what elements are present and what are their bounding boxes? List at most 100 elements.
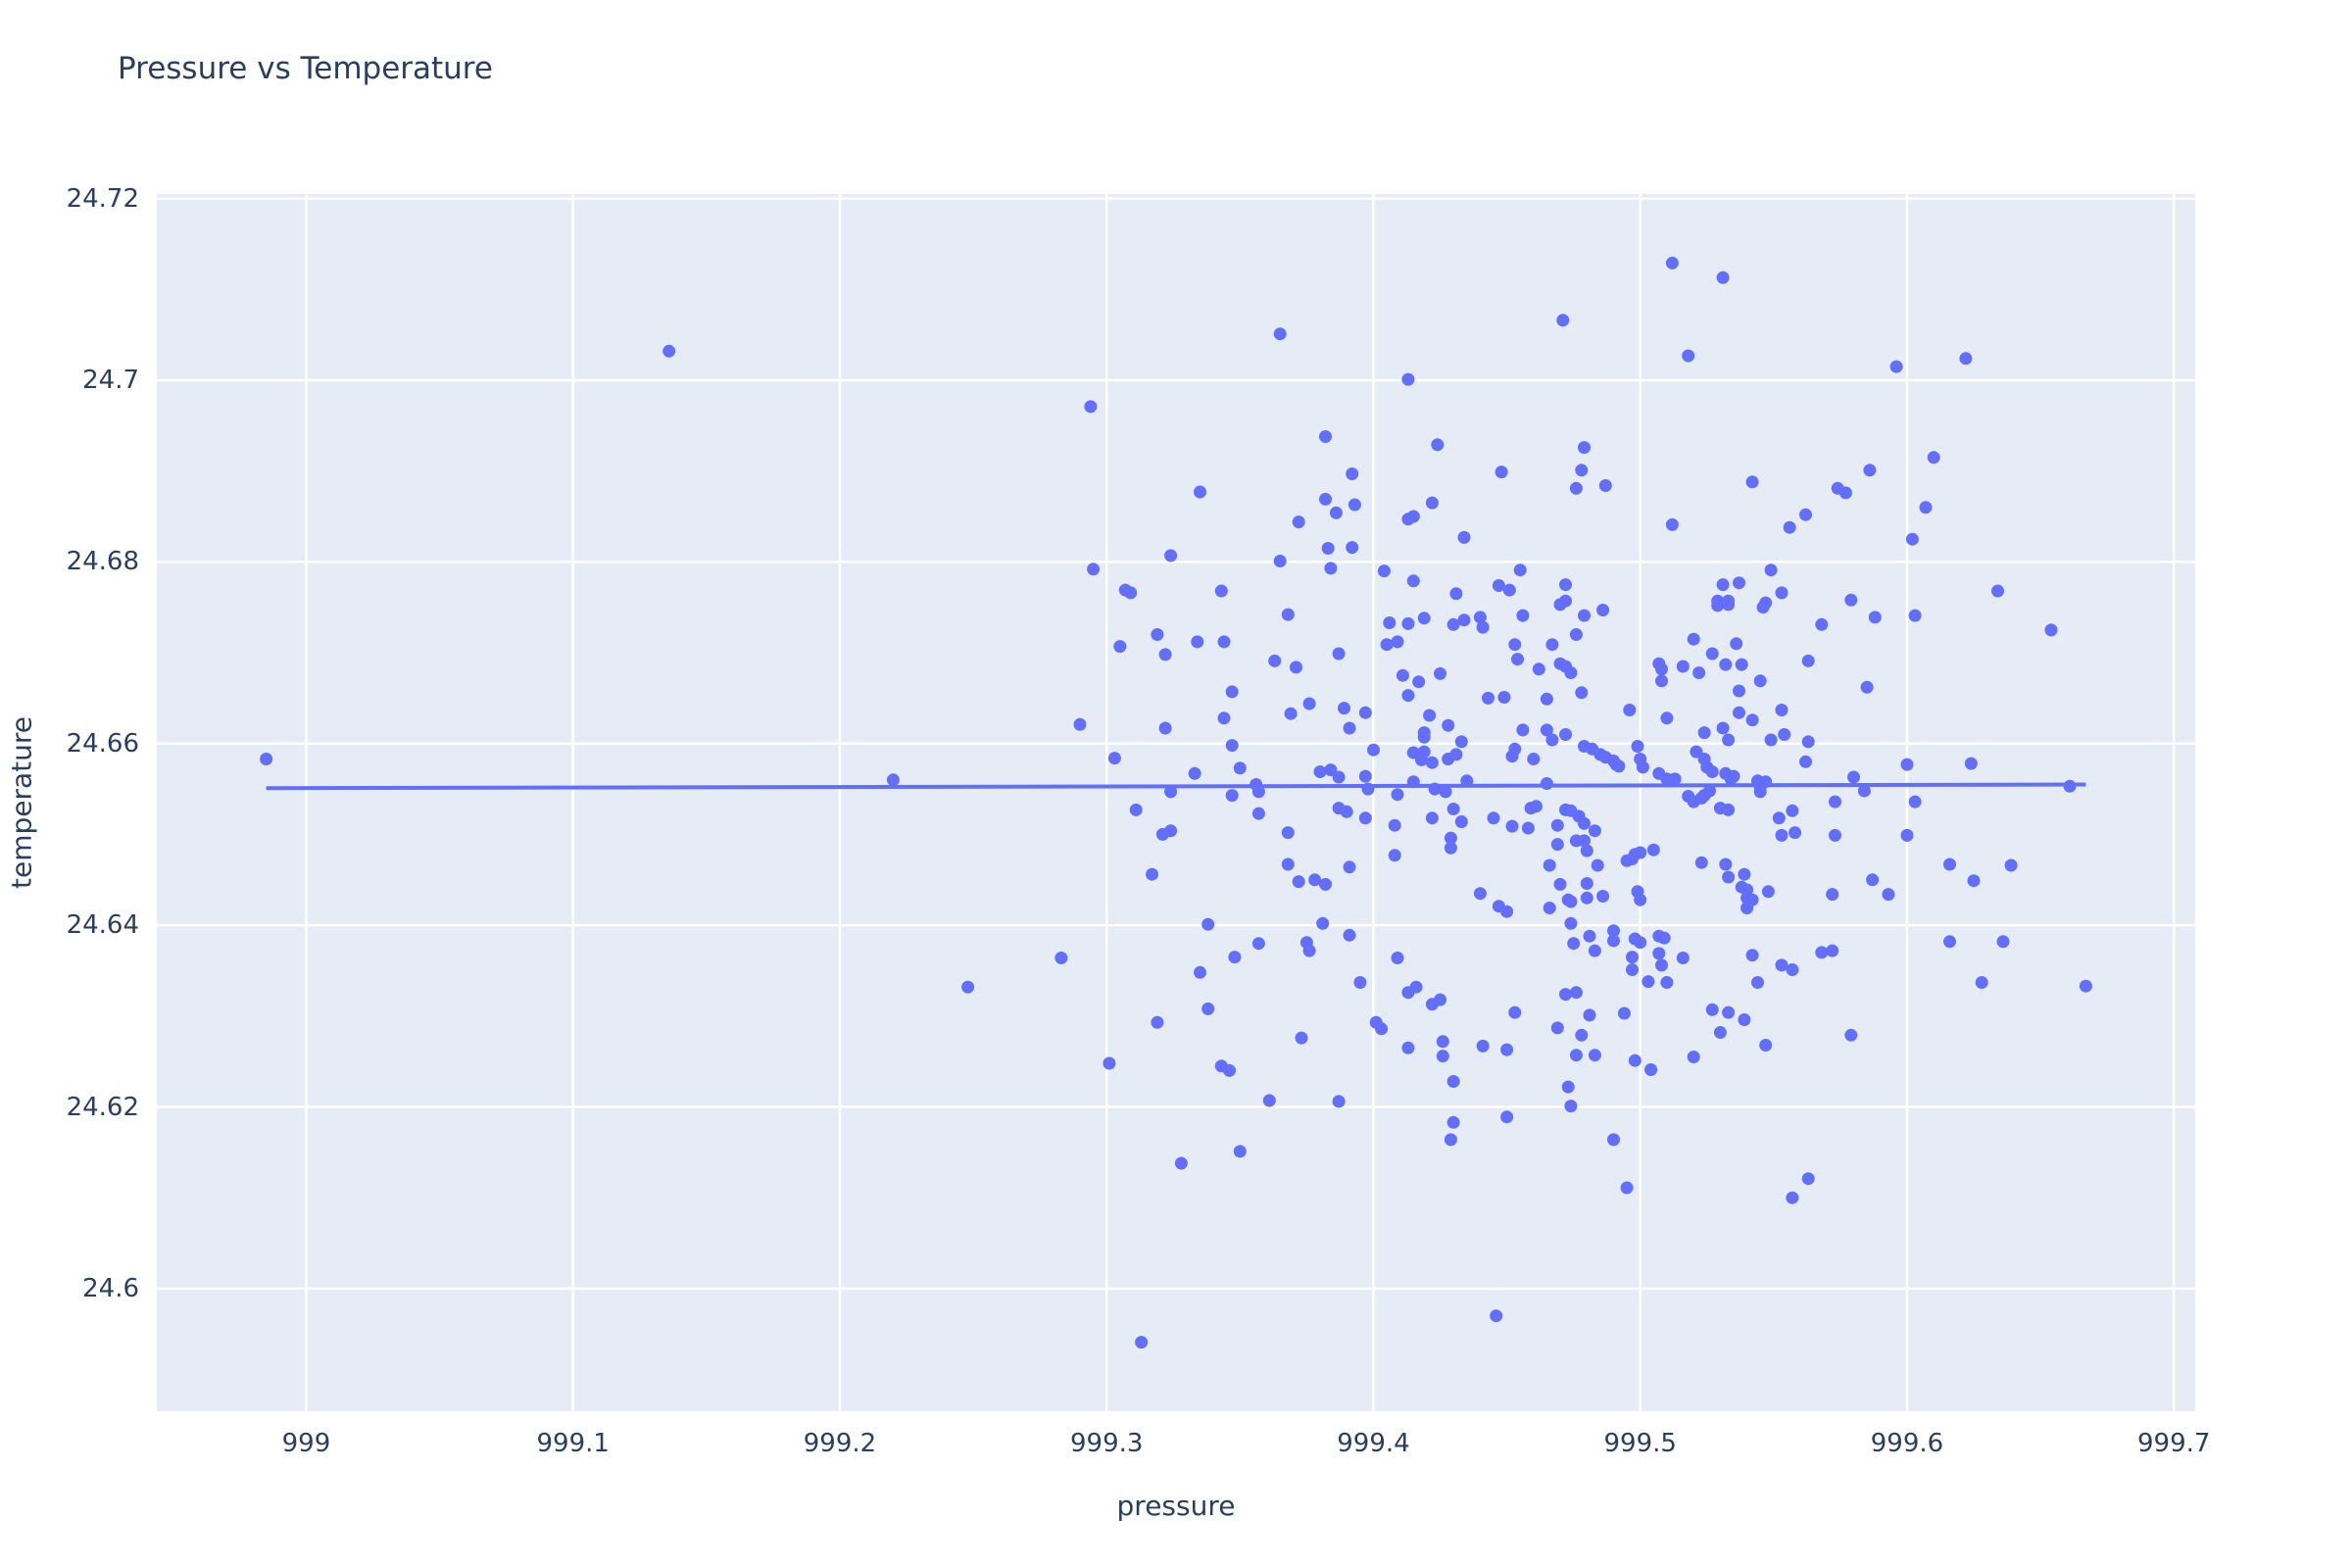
scatter-point[interactable] — [1682, 349, 1695, 363]
scatter-point[interactable] — [1636, 760, 1649, 774]
scatter-point[interactable] — [1151, 1015, 1164, 1029]
scatter-point[interactable] — [1655, 662, 1668, 676]
scatter-point[interactable] — [1482, 691, 1494, 705]
scatter-point[interactable] — [1919, 501, 1933, 514]
scatter-point[interactable] — [1716, 721, 1730, 735]
scatter-point[interactable] — [1340, 805, 1353, 818]
scatter-point[interactable] — [1588, 1049, 1601, 1062]
scatter-point[interactable] — [1588, 824, 1601, 838]
scatter-point[interactable] — [1194, 965, 1206, 979]
scatter-point[interactable] — [1799, 508, 1812, 521]
scatter-point[interactable] — [1292, 515, 1305, 529]
scatter-point[interactable] — [1530, 800, 1543, 813]
scatter-point[interactable] — [1722, 598, 1736, 612]
scatter-point[interactable] — [1532, 662, 1545, 676]
scatter-point[interactable] — [1564, 1100, 1578, 1113]
scatter-point[interactable] — [1733, 684, 1745, 698]
scatter-point[interactable] — [1676, 660, 1690, 673]
scatter-point[interactable] — [1457, 530, 1471, 544]
scatter-point[interactable] — [1129, 803, 1143, 816]
scatter-point[interactable] — [1553, 877, 1567, 891]
scatter-point[interactable] — [1569, 986, 1583, 1000]
scatter-point[interactable] — [1829, 828, 1841, 842]
scatter-point[interactable] — [1826, 888, 1839, 902]
scatter-point[interactable] — [1233, 761, 1247, 775]
scatter-point[interactable] — [1634, 893, 1647, 906]
scatter-point[interactable] — [1540, 692, 1553, 706]
scatter-point[interactable] — [1705, 647, 1719, 661]
scatter-point[interactable] — [1233, 1145, 1247, 1158]
scatter-point[interactable] — [1665, 256, 1679, 270]
scatter-point[interactable] — [1521, 821, 1535, 835]
scatter-point[interactable] — [1569, 481, 1583, 495]
scatter-point[interactable] — [1332, 647, 1346, 661]
scatter-point[interactable] — [1457, 613, 1471, 627]
scatter-point[interactable] — [1655, 674, 1668, 688]
scatter-point[interactable] — [1575, 686, 1589, 700]
scatter-point[interactable] — [1348, 498, 1361, 512]
scatter-point[interactable] — [1425, 811, 1439, 825]
scatter-point[interactable] — [1527, 753, 1541, 765]
scatter-point[interactable] — [1251, 937, 1265, 951]
scatter-point[interactable] — [1290, 661, 1302, 674]
scatter-point[interactable] — [1225, 739, 1239, 753]
scatter-point[interactable] — [1284, 707, 1298, 720]
scatter-point[interactable] — [1866, 873, 1880, 887]
scatter-point[interactable] — [1786, 804, 1799, 817]
scatter-point[interactable] — [1302, 697, 1316, 710]
scatter-point[interactable] — [1073, 717, 1087, 731]
scatter-point[interactable] — [1578, 441, 1591, 455]
scatter-point[interactable] — [1733, 706, 1745, 719]
scatter-point[interactable] — [1174, 1156, 1188, 1170]
scatter-point[interactable] — [1900, 758, 1914, 771]
scatter-point[interactable] — [1626, 963, 1639, 976]
scatter-point[interactable] — [1439, 785, 1452, 799]
scatter-point[interactable] — [1164, 549, 1178, 563]
scatter-point[interactable] — [1319, 492, 1332, 506]
scatter-point[interactable] — [1425, 496, 1439, 510]
scatter-point[interactable] — [1863, 464, 1877, 477]
scatter-point[interactable] — [1583, 1008, 1596, 1022]
scatter-point[interactable] — [1500, 1110, 1514, 1124]
scatter-point[interactable] — [1417, 730, 1431, 744]
scatter-point[interactable] — [1158, 648, 1172, 662]
scatter-point[interactable] — [1358, 769, 1372, 783]
scatter-point[interactable] — [1612, 760, 1626, 773]
scatter-point[interactable] — [260, 753, 273, 765]
scatter-point[interactable] — [1657, 931, 1671, 945]
scatter-point[interactable] — [1505, 819, 1519, 833]
scatter-point[interactable] — [1644, 1063, 1658, 1076]
scatter-point[interactable] — [1436, 1035, 1449, 1049]
scatter-point[interactable] — [1857, 784, 1871, 798]
scatter-point[interactable] — [1716, 578, 1730, 592]
scatter-point[interactable] — [1415, 753, 1428, 766]
scatter-point[interactable] — [1319, 877, 1332, 891]
scatter-point[interactable] — [1191, 635, 1204, 649]
scatter-point[interactable] — [1295, 1031, 1308, 1045]
scatter-point[interactable] — [1727, 769, 1740, 783]
scatter-point[interactable] — [1775, 704, 1788, 716]
scatter-point[interactable] — [1788, 826, 1802, 840]
scatter-point[interactable] — [1146, 867, 1158, 881]
scatter-point[interactable] — [1508, 1005, 1522, 1019]
scatter-point[interactable] — [1446, 617, 1460, 631]
scatter-point[interactable] — [1705, 1003, 1719, 1016]
scatter-point[interactable] — [1308, 873, 1322, 887]
scatter-point[interactable] — [1740, 902, 1754, 914]
scatter-point[interactable] — [1719, 858, 1733, 871]
scatter-point[interactable] — [1801, 654, 1815, 667]
scatter-point[interactable] — [1500, 905, 1514, 918]
scatter-point[interactable] — [1135, 1336, 1149, 1349]
trendline[interactable] — [266, 782, 2086, 791]
scatter-point[interactable] — [1665, 517, 1679, 531]
scatter-point[interactable] — [1492, 579, 1505, 592]
scatter-point[interactable] — [1449, 748, 1463, 761]
scatter-point[interactable] — [1838, 486, 1852, 500]
scatter-point[interactable] — [1967, 874, 1981, 888]
scatter-point[interactable] — [1358, 706, 1372, 719]
scatter-point[interactable] — [1567, 937, 1581, 951]
scatter-point[interactable] — [1745, 949, 1759, 962]
scatter-point[interactable] — [1251, 807, 1265, 820]
scatter-point[interactable] — [1316, 916, 1330, 930]
scatter-point[interactable] — [1738, 867, 1751, 881]
